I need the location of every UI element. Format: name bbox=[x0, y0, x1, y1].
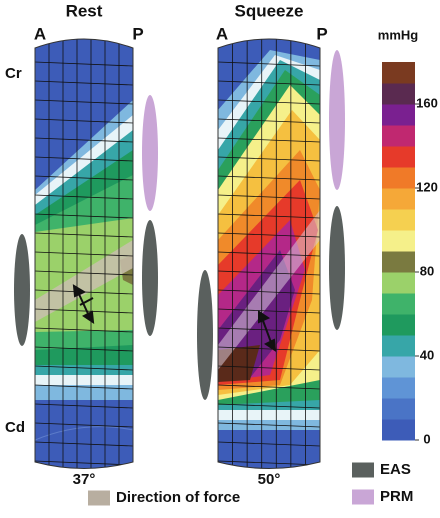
colorbar-band bbox=[382, 146, 415, 168]
grid-line bbox=[218, 289, 320, 295]
grid-line bbox=[35, 232, 133, 238]
rest-outline bbox=[34, 38, 134, 469]
grid-line bbox=[218, 422, 320, 428]
arrows bbox=[72, 284, 277, 353]
colorbar-band bbox=[382, 167, 415, 189]
squeeze-outline bbox=[217, 38, 321, 469]
legend-swatch bbox=[352, 489, 374, 505]
tick-label: 0 bbox=[423, 431, 430, 446]
rest-map bbox=[35, 39, 133, 469]
grid-line bbox=[218, 232, 320, 238]
tick-label: 160 bbox=[416, 95, 438, 110]
grid-line bbox=[218, 441, 320, 447]
colorbar-band bbox=[382, 335, 415, 357]
legend-swatch bbox=[352, 462, 374, 478]
tick-label: 80 bbox=[420, 263, 434, 278]
side-label: A bbox=[34, 24, 46, 43]
side-label: P bbox=[316, 24, 327, 43]
grid-line bbox=[35, 156, 133, 162]
colorbar-band bbox=[382, 398, 415, 420]
grid-line bbox=[218, 175, 320, 181]
eas bbox=[142, 220, 158, 336]
grid-line bbox=[35, 61, 133, 67]
colorbar-band bbox=[382, 356, 415, 378]
grid-line bbox=[35, 194, 133, 200]
eas bbox=[197, 270, 213, 400]
colorbar-band bbox=[382, 251, 415, 273]
grid-line bbox=[35, 460, 133, 466]
colorbar-band bbox=[382, 209, 415, 231]
grid-line bbox=[35, 175, 133, 181]
grid-line bbox=[218, 460, 320, 466]
side-label: P bbox=[132, 24, 143, 43]
grid-line bbox=[218, 270, 320, 276]
grid-line bbox=[35, 118, 133, 124]
grid-line bbox=[218, 156, 320, 162]
grid-line bbox=[218, 99, 320, 105]
angle: 50° bbox=[258, 471, 281, 488]
axis-label: Cr bbox=[5, 65, 22, 82]
grid-line bbox=[218, 61, 320, 67]
colorbar: 0 40 80 120 160 bbox=[382, 62, 438, 446]
prm bbox=[329, 50, 345, 190]
colorbar-band bbox=[382, 62, 415, 84]
grid-line bbox=[218, 403, 320, 409]
eas bbox=[14, 234, 30, 346]
eas bbox=[329, 206, 345, 330]
grid-line bbox=[35, 346, 133, 352]
grid-line bbox=[35, 365, 133, 371]
colorbar-band bbox=[382, 188, 415, 210]
tick-label: 40 bbox=[420, 347, 434, 362]
grid bbox=[35, 39, 320, 469]
panel-title: Squeeze bbox=[235, 1, 304, 20]
grid-line bbox=[218, 118, 320, 124]
colorbar-band bbox=[382, 293, 415, 315]
grid-line bbox=[35, 384, 133, 390]
tick-label: 120 bbox=[416, 179, 438, 194]
grid-line bbox=[35, 441, 133, 447]
grid-line bbox=[218, 308, 320, 314]
grid-line bbox=[218, 213, 320, 219]
grid-line bbox=[35, 270, 133, 276]
colorbar-label: mmHg bbox=[378, 27, 419, 42]
legend-label: Direction of force bbox=[116, 489, 240, 506]
side-label: A bbox=[216, 24, 228, 43]
grid-line bbox=[35, 137, 133, 143]
grid-line bbox=[218, 80, 320, 86]
colorbar-band bbox=[382, 419, 415, 441]
grid-line bbox=[218, 346, 320, 352]
grid-line bbox=[218, 327, 320, 333]
grid-line bbox=[218, 194, 320, 200]
angle: 37° bbox=[73, 471, 96, 488]
grid-line bbox=[218, 384, 320, 390]
grid-line bbox=[35, 308, 133, 314]
grid-line bbox=[35, 422, 133, 428]
legend: EAS PRM Direction of force bbox=[88, 461, 413, 506]
grid-line bbox=[218, 365, 320, 371]
grid-line bbox=[35, 403, 133, 409]
squeeze-map bbox=[218, 39, 320, 469]
colorbar-band bbox=[382, 377, 415, 399]
grid-line bbox=[218, 137, 320, 143]
axis-label: Cd bbox=[5, 419, 25, 436]
colorbar-band bbox=[382, 314, 415, 336]
panel-title: Rest bbox=[66, 1, 103, 20]
prm bbox=[142, 95, 158, 211]
grid-line bbox=[35, 251, 133, 257]
colorbar-band bbox=[382, 104, 415, 126]
grid-line bbox=[35, 80, 133, 86]
colorbar-band bbox=[382, 125, 415, 147]
grid-line bbox=[35, 99, 133, 105]
colorbar-band bbox=[382, 83, 415, 105]
grid-line bbox=[35, 327, 133, 333]
colorbar-band bbox=[382, 272, 415, 294]
legend-label: EAS bbox=[380, 461, 411, 478]
legend-label: PRM bbox=[380, 488, 413, 505]
colorbar-band bbox=[382, 230, 415, 252]
legend-swatch bbox=[88, 490, 110, 506]
grid-line bbox=[218, 251, 320, 257]
grid-line bbox=[35, 213, 133, 219]
